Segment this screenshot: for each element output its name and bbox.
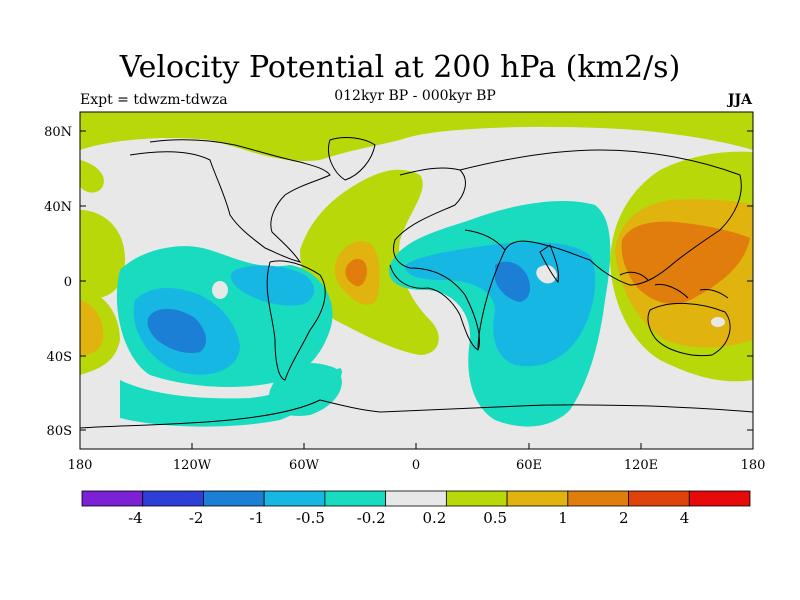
x-tick-label: 60E bbox=[516, 458, 542, 473]
contour-hole-australia bbox=[711, 317, 725, 327]
colorbar-swatch bbox=[203, 490, 265, 507]
colorbar-swatch bbox=[81, 490, 144, 507]
coast-greenland bbox=[328, 137, 376, 181]
contour-pacific-deepblue bbox=[147, 308, 207, 354]
colorbar-label: 4 bbox=[680, 509, 690, 527]
experiment-label: Expt = tdwzm-tdwza bbox=[80, 92, 228, 108]
axis-ticks bbox=[79, 130, 754, 449]
colorbar-swatch bbox=[324, 490, 387, 507]
y-tick-label: 80S bbox=[47, 424, 72, 439]
colorbar-swatch bbox=[567, 490, 629, 507]
y-tick-label: 40N bbox=[44, 200, 72, 215]
coast-maritime bbox=[619, 271, 729, 299]
colorbar-swatch bbox=[628, 490, 690, 507]
colorbar-labels: -4 -2 -1 -0.5 -0.2 0.2 0.5 1 2 4 bbox=[128, 509, 689, 527]
coast-asia bbox=[459, 149, 742, 286]
contour-indian-gap bbox=[536, 265, 557, 284]
coast-antarctica bbox=[80, 399, 753, 429]
season-label: JJA bbox=[727, 92, 752, 108]
x-tick-label: 180 bbox=[68, 458, 93, 473]
contour-atlantic-darkorange bbox=[345, 258, 367, 287]
y-tick-label: 80N bbox=[44, 125, 72, 140]
coast-north-america bbox=[129, 139, 331, 263]
colorbar-swatch bbox=[142, 490, 204, 507]
x-tick-label: 60W bbox=[289, 458, 320, 473]
contour-hole-pacific bbox=[212, 281, 228, 299]
coast-east-africa bbox=[464, 229, 506, 351]
x-tick-label: 120W bbox=[173, 458, 212, 473]
colorbar-label: -1 bbox=[250, 509, 265, 527]
y-tick-label: 0 bbox=[64, 275, 72, 290]
colorbar-swatch bbox=[688, 490, 751, 507]
x-tick-label: 180 bbox=[741, 458, 766, 473]
coast-south-america bbox=[266, 260, 326, 381]
colorbar-label: 0.2 bbox=[423, 509, 447, 527]
coast-india bbox=[539, 244, 559, 284]
x-tick-label: 120E bbox=[624, 458, 658, 473]
contour-samerica-blue bbox=[230, 265, 315, 306]
contour-west-green bbox=[80, 160, 104, 193]
y-tick-label: 40S bbox=[47, 350, 72, 365]
coast-europe-africa bbox=[389, 167, 480, 351]
colorbar-label: 1 bbox=[558, 509, 568, 527]
contour-eastpac-south-orange bbox=[80, 300, 104, 355]
contour-eastpac-green bbox=[80, 210, 125, 300]
contour-southern-cyan bbox=[120, 368, 342, 427]
x-tick-label: 0 bbox=[412, 458, 420, 473]
colorbar-swatch bbox=[385, 490, 447, 507]
colorbar-label: -0.2 bbox=[357, 509, 386, 527]
map-subtitle: 012kyr BP - 000kyr BP bbox=[334, 88, 496, 104]
colorbar-label: 2 bbox=[619, 509, 629, 527]
colorbar-swatch bbox=[506, 490, 569, 507]
colorbar-swatch bbox=[445, 490, 508, 507]
contour-westpac-darkorange bbox=[621, 221, 750, 305]
colorbar-label: -4 bbox=[128, 509, 143, 527]
colorbar-label: 0.5 bbox=[483, 509, 507, 527]
colorbar-label: -0.5 bbox=[296, 509, 325, 527]
contour-africa-deepblue bbox=[495, 261, 531, 302]
map-title: Velocity Potential at 200 hPa (km2/s) bbox=[119, 50, 681, 85]
coastlines bbox=[80, 137, 753, 429]
colorbar-label: -2 bbox=[189, 509, 204, 527]
colorbar-swatch bbox=[263, 490, 326, 507]
coast-australia bbox=[647, 302, 731, 357]
colorbar bbox=[81, 490, 751, 507]
contour-field bbox=[80, 112, 753, 449]
